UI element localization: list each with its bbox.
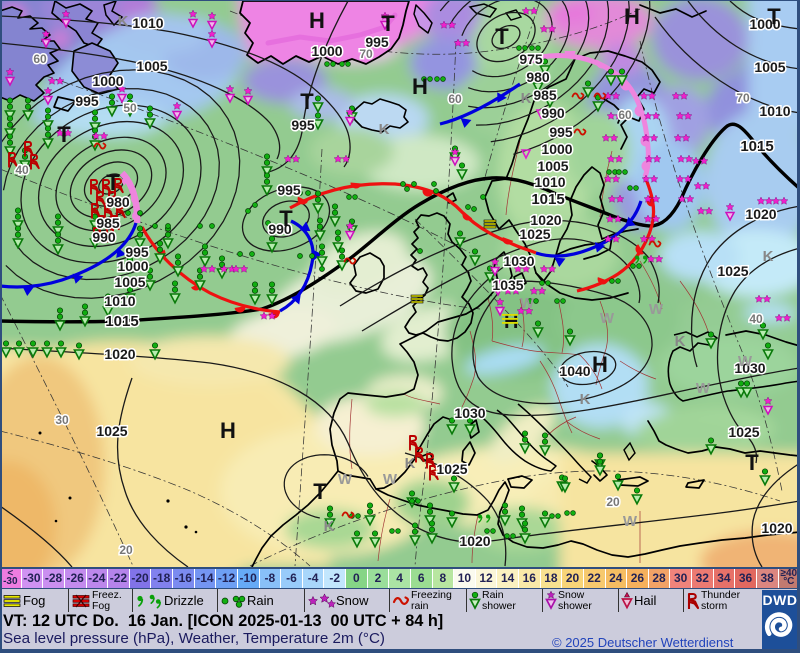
svg-text:20: 20 bbox=[119, 543, 133, 557]
svg-text:1005: 1005 bbox=[537, 158, 568, 174]
svg-text:1005: 1005 bbox=[136, 58, 167, 74]
svg-text:K: K bbox=[118, 13, 129, 30]
svg-text:K: K bbox=[405, 455, 416, 472]
svg-text:1000: 1000 bbox=[117, 258, 148, 274]
svg-text:1025: 1025 bbox=[728, 424, 759, 440]
svg-text:1025: 1025 bbox=[717, 263, 748, 279]
svg-text:980: 980 bbox=[106, 194, 130, 210]
svg-text:W: W bbox=[338, 471, 353, 488]
svg-text:T: T bbox=[381, 11, 395, 36]
svg-text:1025: 1025 bbox=[96, 423, 127, 439]
svg-text:995: 995 bbox=[125, 244, 149, 260]
svg-text:30: 30 bbox=[55, 413, 69, 427]
svg-text:W: W bbox=[649, 301, 664, 318]
svg-text:1040: 1040 bbox=[559, 363, 590, 379]
svg-text:1020: 1020 bbox=[761, 520, 792, 536]
svg-text:1005: 1005 bbox=[754, 59, 785, 75]
svg-text:60: 60 bbox=[448, 92, 462, 106]
svg-text:1030: 1030 bbox=[454, 405, 485, 421]
svg-text:60: 60 bbox=[33, 52, 47, 66]
svg-text:W: W bbox=[383, 471, 398, 488]
svg-text:1000: 1000 bbox=[92, 73, 123, 89]
svg-text:985: 985 bbox=[533, 87, 557, 103]
svg-text:1035: 1035 bbox=[492, 277, 523, 293]
svg-text:1000: 1000 bbox=[541, 141, 572, 157]
svg-text:1010: 1010 bbox=[534, 174, 565, 190]
svg-text:40: 40 bbox=[749, 312, 763, 326]
svg-text:70: 70 bbox=[736, 91, 750, 105]
svg-text:W: W bbox=[738, 353, 753, 370]
svg-text:W: W bbox=[520, 295, 535, 312]
svg-text:1020: 1020 bbox=[745, 206, 776, 222]
svg-text:T: T bbox=[495, 24, 509, 49]
svg-text:40: 40 bbox=[15, 163, 29, 177]
svg-text:1020: 1020 bbox=[104, 346, 135, 362]
svg-text:K: K bbox=[379, 121, 390, 138]
svg-text:995: 995 bbox=[365, 34, 389, 50]
svg-text:T: T bbox=[767, 4, 781, 29]
svg-text:990: 990 bbox=[268, 221, 292, 237]
svg-text:K: K bbox=[324, 518, 335, 535]
svg-text:995: 995 bbox=[277, 182, 301, 198]
svg-text:W: W bbox=[600, 310, 615, 327]
svg-text:K: K bbox=[675, 333, 686, 350]
svg-text:1030: 1030 bbox=[503, 253, 534, 269]
svg-text:1025: 1025 bbox=[436, 461, 467, 477]
svg-text:K: K bbox=[521, 90, 532, 107]
svg-text:W: W bbox=[696, 380, 711, 397]
svg-text:1015: 1015 bbox=[105, 313, 138, 330]
svg-text:995: 995 bbox=[549, 124, 573, 140]
svg-text:1010: 1010 bbox=[759, 103, 790, 119]
svg-text:T: T bbox=[106, 170, 120, 195]
svg-text:1010: 1010 bbox=[104, 293, 135, 309]
svg-text:H: H bbox=[624, 4, 640, 29]
svg-text:980: 980 bbox=[526, 69, 550, 85]
svg-text:1030: 1030 bbox=[734, 360, 765, 376]
svg-text:60: 60 bbox=[618, 108, 632, 122]
svg-text:20: 20 bbox=[606, 495, 620, 509]
svg-text:995: 995 bbox=[75, 93, 99, 109]
svg-text:1025: 1025 bbox=[519, 226, 550, 242]
svg-text:1000: 1000 bbox=[749, 16, 780, 32]
svg-text:K: K bbox=[580, 391, 591, 408]
svg-text:H: H bbox=[412, 74, 428, 99]
svg-text:H: H bbox=[592, 352, 608, 377]
svg-text:T: T bbox=[57, 122, 71, 147]
svg-text:1015: 1015 bbox=[740, 138, 773, 155]
svg-text:T: T bbox=[745, 450, 759, 475]
svg-text:50: 50 bbox=[123, 101, 137, 115]
svg-text:990: 990 bbox=[541, 105, 565, 121]
svg-text:70: 70 bbox=[359, 47, 373, 61]
svg-text:1015: 1015 bbox=[531, 191, 564, 208]
svg-text:T: T bbox=[313, 479, 327, 504]
svg-text:T: T bbox=[300, 89, 314, 114]
svg-text:990: 990 bbox=[92, 229, 116, 245]
svg-text:1005: 1005 bbox=[114, 274, 145, 290]
svg-text:1000: 1000 bbox=[311, 43, 342, 59]
svg-text:975: 975 bbox=[519, 51, 543, 67]
svg-text:1010: 1010 bbox=[132, 15, 163, 31]
svg-text:H: H bbox=[309, 8, 325, 33]
svg-text:H: H bbox=[220, 418, 236, 443]
svg-text:985: 985 bbox=[96, 215, 120, 231]
svg-text:995: 995 bbox=[291, 117, 315, 133]
svg-text:1020: 1020 bbox=[530, 212, 561, 228]
svg-text:W: W bbox=[623, 513, 638, 530]
svg-text:K: K bbox=[763, 248, 774, 265]
svg-text:T: T bbox=[279, 206, 293, 231]
svg-text:1020: 1020 bbox=[459, 533, 490, 549]
